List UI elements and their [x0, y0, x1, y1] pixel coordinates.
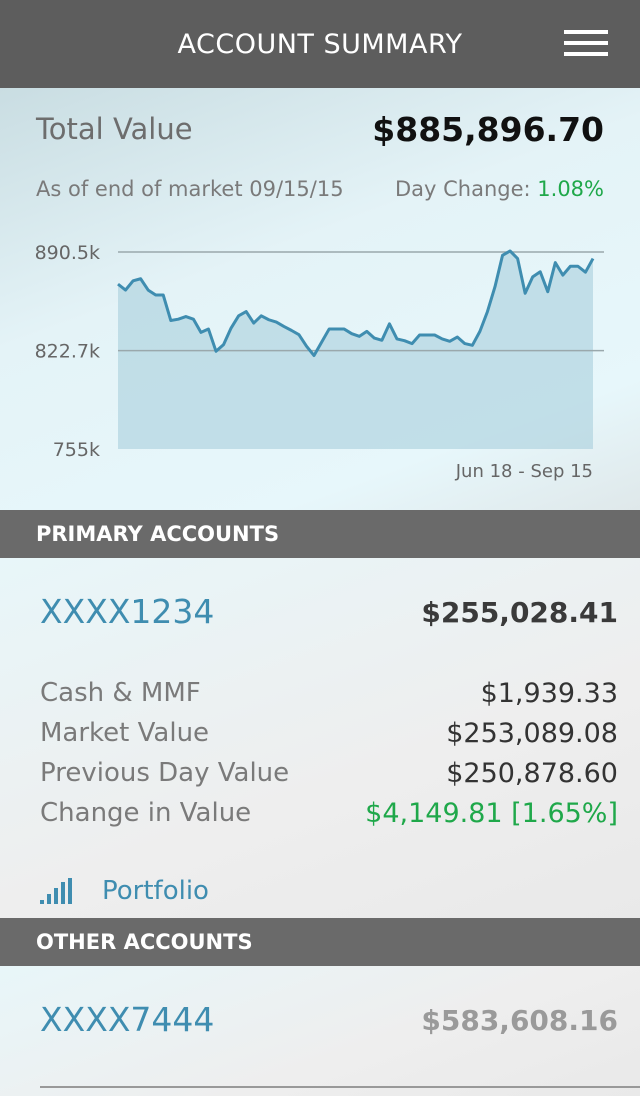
value-chart: 890.5k 822.7k 755k Jun 18 - Sep 15 [35, 242, 604, 482]
row-value: $253,089.08 [446, 718, 618, 749]
row-label: Change in Value [40, 798, 252, 828]
account-total: $255,028.41 [421, 596, 618, 629]
x-range-label: Jun 18 - Sep 15 [455, 461, 593, 482]
primary-account-card[interactable]: XXXX1234 $255,028.41 Cash & MMF $1,939.33… [0, 558, 640, 918]
value-line [117, 249, 595, 358]
hamburger-menu-icon[interactable] [564, 30, 608, 56]
row-label: Previous Day Value [40, 758, 290, 788]
account-id-link[interactable]: XXXX1234 [40, 592, 215, 631]
as-of-date: As of end of market 09/15/15 [36, 177, 344, 201]
portfolio-link[interactable]: Portfolio [40, 876, 209, 906]
top-bar: ACCOUNT SUMMARY [0, 0, 640, 88]
other-account-card[interactable]: XXXX7444 $583,608.16 [0, 966, 640, 1096]
total-value-label: Total Value [36, 112, 193, 146]
day-change-label: Day Change: [394, 177, 531, 201]
primary-accounts-header: PRIMARY ACCOUNTS [0, 510, 640, 558]
day-change-value: 1.08% [537, 177, 604, 201]
row-market-value: Market Value $253,089.08 [40, 718, 618, 749]
total-value-panel: Total Value $885,896.70 As of end of mar… [0, 88, 640, 510]
row-value: $4,149.81 [1.65%] [365, 798, 618, 829]
portfolio-label: Portfolio [102, 876, 209, 906]
row-cash: Cash & MMF $1,939.33 [40, 678, 618, 709]
account-id-link[interactable]: XXXX7444 [40, 1000, 215, 1039]
row-label: Market Value [40, 718, 210, 748]
page-title: ACCOUNT SUMMARY [177, 28, 463, 60]
row-value: $250,878.60 [446, 758, 618, 789]
row-previous-day: Previous Day Value $250,878.60 [40, 758, 618, 789]
signal-bars-icon [40, 878, 72, 904]
total-value: $885,896.70 [372, 110, 604, 149]
day-change: Day Change: 1.08% [395, 177, 604, 201]
divider [40, 1086, 640, 1088]
other-accounts-header: OTHER ACCOUNTS [0, 918, 640, 966]
row-label: Cash & MMF [40, 678, 201, 708]
y-tick-label: 822.7k [35, 341, 100, 363]
y-tick-label: 755k [53, 439, 100, 461]
row-change: Change in Value $4,149.81 [1.65%] [40, 798, 618, 829]
y-tick-label: 890.5k [35, 242, 100, 264]
account-total: $583,608.16 [421, 1004, 618, 1037]
row-value: $1,939.33 [480, 678, 618, 709]
